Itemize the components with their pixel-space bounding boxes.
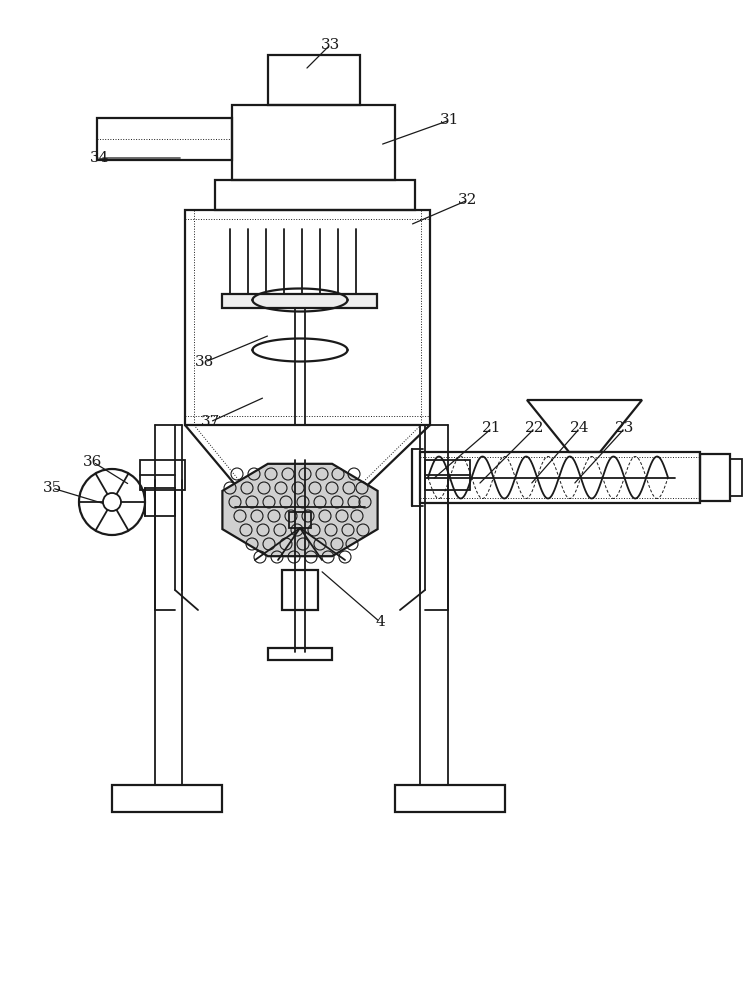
- Bar: [185, 210, 430, 425]
- Bar: [700, 454, 730, 501]
- Bar: [222, 294, 377, 308]
- Bar: [282, 570, 318, 610]
- Text: 33: 33: [321, 38, 339, 52]
- Text: 37: 37: [200, 415, 219, 429]
- Circle shape: [103, 493, 121, 511]
- Bar: [97, 118, 232, 160]
- Bar: [425, 460, 470, 490]
- Bar: [145, 488, 175, 516]
- Bar: [730, 459, 742, 496]
- Bar: [395, 785, 505, 812]
- Bar: [268, 648, 332, 660]
- Bar: [268, 55, 360, 105]
- Bar: [140, 460, 185, 490]
- Text: 38: 38: [196, 355, 214, 369]
- Text: 35: 35: [42, 481, 62, 495]
- Bar: [420, 452, 700, 503]
- Text: 24: 24: [570, 421, 590, 435]
- Text: 36: 36: [83, 455, 103, 469]
- Text: 23: 23: [615, 421, 635, 435]
- Text: 32: 32: [458, 193, 478, 207]
- Text: 21: 21: [482, 421, 501, 435]
- Text: 34: 34: [90, 151, 109, 165]
- Bar: [232, 105, 395, 180]
- Polygon shape: [222, 464, 378, 556]
- Bar: [112, 785, 222, 812]
- Bar: [289, 512, 311, 528]
- Text: 22: 22: [525, 421, 545, 435]
- Text: 4: 4: [375, 615, 385, 629]
- Text: 31: 31: [440, 113, 460, 127]
- Bar: [215, 180, 415, 210]
